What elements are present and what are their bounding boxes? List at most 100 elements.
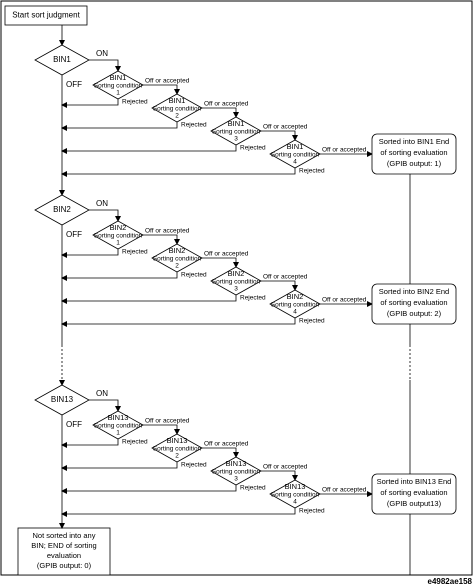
result-box <box>371 473 457 515</box>
condition-bin: BIN13 <box>167 436 188 445</box>
pass-label: Off or accepted <box>145 228 190 235</box>
result-text: Sorted into BIN1 End <box>379 137 449 146</box>
connector <box>261 130 298 141</box>
fail-label: Rejected <box>181 122 207 129</box>
connector <box>202 257 239 268</box>
condition-label: Sorting condition <box>94 423 143 430</box>
condition-label: Sorting condition <box>94 233 143 240</box>
fail-label: Rejected <box>299 168 325 175</box>
connector <box>143 84 180 95</box>
connector <box>61 145 237 154</box>
condition-bin: BIN1 <box>228 119 245 128</box>
pass-label: Off or accepted <box>145 418 190 425</box>
connector <box>61 249 119 258</box>
off-label: OFF <box>66 80 82 89</box>
condition-number: 1 <box>116 90 120 97</box>
connector <box>89 59 121 72</box>
condition-bin: BIN13 <box>226 459 247 468</box>
fail-label: Rejected <box>299 508 325 515</box>
result-text: (GPIB output: 1) <box>387 159 442 168</box>
connector <box>261 470 298 481</box>
connector <box>61 318 296 327</box>
figure-id: e4982ae158 <box>428 577 473 586</box>
final-text: BIN; END of sorting <box>31 541 96 550</box>
result-box <box>371 133 457 175</box>
condition-number: 2 <box>175 263 179 270</box>
frame <box>0 0 473 576</box>
condition-number: 3 <box>234 286 238 293</box>
condition-label: Sorting condition <box>153 256 202 263</box>
condition-label: Sorting condition <box>212 469 261 476</box>
result-text: (GPIB output13) <box>387 499 442 508</box>
connector <box>61 99 119 108</box>
pass-label: Off or accepted <box>204 251 249 258</box>
connector <box>202 447 239 458</box>
condition-number: 1 <box>116 430 120 437</box>
condition-number: 3 <box>234 136 238 143</box>
bin-label: BIN2 <box>53 205 71 214</box>
condition-bin: BIN1 <box>169 96 186 105</box>
condition-number: 4 <box>293 159 297 166</box>
condition-bin: BIN13 <box>285 482 306 491</box>
condition-number: 1 <box>116 240 120 247</box>
condition-number: 3 <box>234 476 238 483</box>
result-text: (GPIB output: 2) <box>387 309 442 318</box>
result-text: of sorting evaluation <box>380 488 447 497</box>
condition-label: Sorting condition <box>153 106 202 113</box>
fail-label: Rejected <box>240 485 266 492</box>
result-text: Sorted into BIN13 End <box>377 477 452 486</box>
connector <box>143 234 180 245</box>
off-label: OFF <box>66 420 82 429</box>
start-box <box>4 5 88 26</box>
result-text: of sorting evaluation <box>380 148 447 157</box>
pass-label: Off or accepted <box>263 274 308 281</box>
connector <box>89 209 121 222</box>
connector <box>61 272 178 281</box>
condition-bin: BIN1 <box>287 142 304 151</box>
condition-label: Sorting condition <box>94 83 143 90</box>
condition-label: Sorting condition <box>212 279 261 286</box>
fail-label: Rejected <box>122 99 148 106</box>
fail-label: Rejected <box>122 249 148 256</box>
start-text: Start sort judgment <box>12 11 80 20</box>
off-label: OFF <box>66 230 82 239</box>
pass-label: Off or accepted <box>322 487 367 494</box>
on-label: ON <box>96 49 108 58</box>
pass-label: Off or accepted <box>263 464 308 471</box>
condition-bin: BIN2 <box>228 269 245 278</box>
connector <box>261 280 298 291</box>
result-text: of sorting evaluation <box>380 298 447 307</box>
pass-label: Off or accepted <box>145 78 190 85</box>
bin-label: BIN1 <box>53 55 71 64</box>
connector <box>89 399 121 412</box>
fail-label: Rejected <box>240 145 266 152</box>
fail-label: Rejected <box>181 272 207 279</box>
final-text: Not sorted into any <box>33 531 96 540</box>
condition-label: Sorting condition <box>271 302 320 309</box>
bin-label: BIN13 <box>51 395 74 404</box>
fail-label: Rejected <box>299 318 325 325</box>
pass-label: Off or accepted <box>263 124 308 131</box>
final-text: evaluation <box>47 551 81 560</box>
connector <box>202 107 239 118</box>
condition-bin: BIN13 <box>108 413 129 422</box>
connector <box>61 485 237 494</box>
on-label: ON <box>96 199 108 208</box>
final-text: (GPIB output: 0) <box>37 561 92 570</box>
connector <box>61 462 178 471</box>
fail-label: Rejected <box>181 462 207 469</box>
connector <box>61 122 178 131</box>
condition-bin: BIN2 <box>287 292 304 301</box>
condition-number: 4 <box>293 309 297 316</box>
condition-number: 2 <box>175 113 179 120</box>
connector <box>61 439 119 448</box>
condition-number: 4 <box>293 499 297 506</box>
pass-label: Off or accepted <box>204 101 249 108</box>
pass-label: Off or accepted <box>204 441 249 448</box>
condition-number: 2 <box>175 453 179 460</box>
pass-label: Off or accepted <box>322 147 367 154</box>
condition-label: Sorting condition <box>153 446 202 453</box>
connector <box>143 424 180 435</box>
result-box <box>371 283 457 325</box>
